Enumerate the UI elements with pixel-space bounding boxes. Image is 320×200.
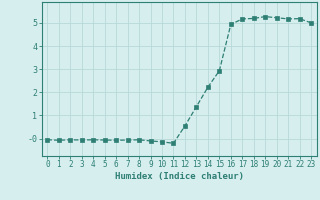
X-axis label: Humidex (Indice chaleur): Humidex (Indice chaleur) (115, 172, 244, 181)
